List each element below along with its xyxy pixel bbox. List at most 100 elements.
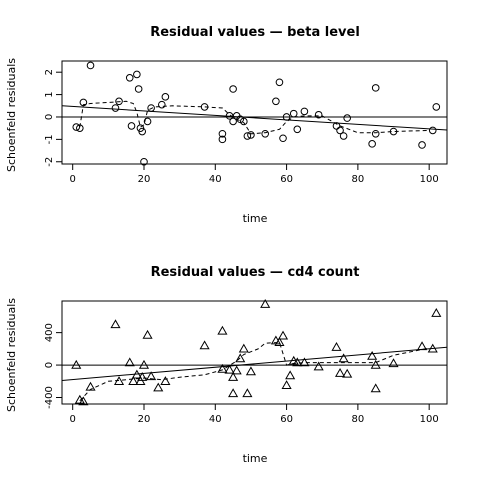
x-axis-label: time xyxy=(243,452,268,465)
data-point xyxy=(146,371,157,381)
y-tick-label: -400 xyxy=(44,386,55,409)
data-point xyxy=(432,103,441,111)
panel-cd4-count: Residual values — cd4 count time Schoenf… xyxy=(5,265,448,465)
y-tick-label: 2 xyxy=(44,69,55,75)
data-point xyxy=(367,350,378,360)
data-point xyxy=(76,124,84,132)
y-tick-label: -1 xyxy=(44,134,55,144)
data-point xyxy=(218,135,227,144)
data-point xyxy=(228,388,239,398)
data-point xyxy=(285,370,296,380)
data-point xyxy=(235,353,246,363)
data-point xyxy=(416,341,428,351)
data-point xyxy=(261,129,269,138)
x-axis-ticks: 0 20 40 60 80 100 xyxy=(70,404,439,425)
y-tick-label: 1 xyxy=(44,91,55,97)
data-point xyxy=(247,131,255,139)
data-point xyxy=(431,307,442,317)
fit-line xyxy=(61,105,448,131)
data-point xyxy=(334,367,346,377)
x-tick-label: 40 xyxy=(209,414,222,425)
data-point xyxy=(161,93,170,101)
panel-title: Residual values — beta level xyxy=(150,25,360,40)
data-point xyxy=(342,368,353,378)
data-point xyxy=(370,383,381,393)
data-point xyxy=(229,85,237,93)
smooth-line xyxy=(79,100,430,135)
x-tick-label: 0 xyxy=(70,414,76,425)
data-point xyxy=(272,97,280,106)
data-point xyxy=(279,134,287,143)
data-point xyxy=(147,104,155,112)
data-point xyxy=(140,157,148,166)
data-point xyxy=(142,329,153,339)
data-point xyxy=(217,325,228,335)
data-point xyxy=(293,125,302,134)
data-point xyxy=(228,372,239,381)
x-tick-label: 60 xyxy=(280,414,293,425)
y-tick-label: 0 xyxy=(44,362,55,368)
data-point xyxy=(218,129,227,138)
data-point xyxy=(86,61,95,70)
data-point xyxy=(331,342,342,351)
data-point xyxy=(115,97,123,106)
data-point xyxy=(428,126,437,135)
x-tick-label: 60 xyxy=(280,174,293,185)
data-point xyxy=(274,337,285,347)
data-point xyxy=(292,357,303,367)
data-point xyxy=(71,359,82,369)
data-point xyxy=(242,388,253,398)
data-point xyxy=(79,98,88,107)
data-point xyxy=(133,70,141,79)
data-point xyxy=(289,109,298,118)
data-point xyxy=(138,359,150,369)
data-point xyxy=(143,117,152,126)
reference-lines xyxy=(61,100,448,135)
data-point xyxy=(371,84,380,92)
data-point xyxy=(313,361,324,371)
data-point xyxy=(277,330,289,340)
y-axis-ticks: -2 -1 0 1 2 xyxy=(44,69,62,167)
data-point xyxy=(275,78,284,87)
y-tick-label: 0 xyxy=(44,114,55,120)
data-point xyxy=(153,382,164,392)
data-point xyxy=(127,122,136,130)
data-point xyxy=(418,141,426,149)
panel-beta-level: Residual values — beta level time Schoen… xyxy=(5,25,448,225)
data-points xyxy=(71,299,442,406)
data-point xyxy=(113,376,125,385)
data-point xyxy=(137,372,148,381)
data-point xyxy=(200,103,209,111)
data-point xyxy=(339,132,348,140)
x-tick-label: 20 xyxy=(138,174,151,185)
plot-frame xyxy=(61,60,448,165)
x-tick-label: 100 xyxy=(420,174,439,185)
data-point xyxy=(217,363,228,373)
data-point xyxy=(229,117,237,126)
data-point xyxy=(125,73,134,82)
data-point xyxy=(131,369,142,379)
data-point xyxy=(371,129,380,138)
fit-line xyxy=(61,346,448,381)
plot-frame xyxy=(61,300,448,405)
y-axis-label: Schoenfeld residuals xyxy=(5,58,18,172)
data-point xyxy=(225,112,234,120)
data-point xyxy=(78,396,89,406)
x-tick-label: 40 xyxy=(209,174,222,185)
data-point xyxy=(238,343,249,353)
data-point xyxy=(245,366,256,376)
data-point xyxy=(110,319,121,329)
data-point xyxy=(231,365,242,375)
data-point xyxy=(240,117,248,126)
data-point xyxy=(134,85,143,93)
data-point xyxy=(336,126,344,135)
x-tick-label: 80 xyxy=(352,414,365,425)
data-point xyxy=(124,357,135,367)
data-point xyxy=(370,359,381,369)
data-point xyxy=(282,113,291,121)
y-axis-ticks: -400 0 400 xyxy=(44,323,62,409)
y-tick-label: -2 xyxy=(44,157,55,167)
x-tick-label: 0 xyxy=(70,174,76,185)
data-point xyxy=(300,107,309,116)
